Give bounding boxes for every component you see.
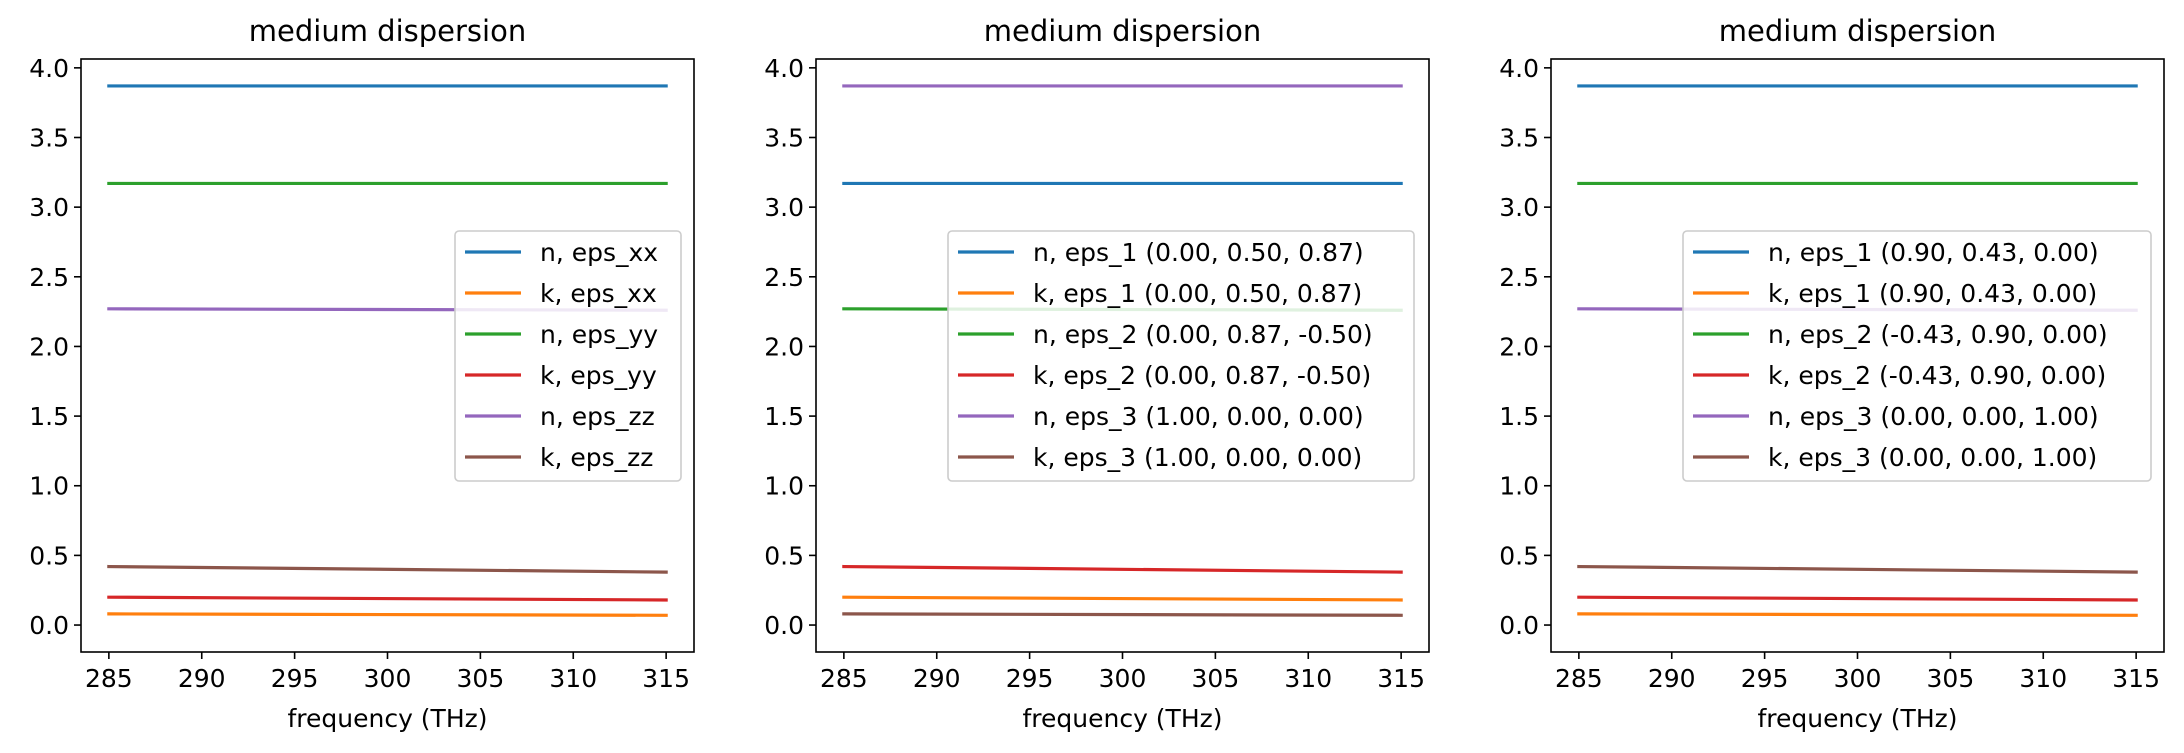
x-tick-label: 295 <box>271 664 319 693</box>
y-tick-label: 1.5 <box>1499 402 1539 431</box>
y-tick-label: 4.0 <box>764 54 804 83</box>
chart-panel-3: medium dispersion 285 290 295 300 305 310 315 0.… <box>1499 14 2165 733</box>
y-tick-label: 3.5 <box>764 123 804 152</box>
legend-entry-label: n, eps_1 (0.00, 0.50, 0.87) <box>1033 238 1364 267</box>
x-axis-label: frequency (THz) <box>1022 704 1222 733</box>
y-tick-label: 3.0 <box>29 193 69 222</box>
y-tick-label: 0.5 <box>764 541 804 570</box>
x-axis-label: frequency (THz) <box>287 704 487 733</box>
x-tick-label: 300 <box>1099 664 1147 693</box>
chart-title: medium dispersion <box>984 14 1261 48</box>
legend-entry-label: n, eps_2 (0.00, 0.87, -0.50) <box>1033 320 1373 349</box>
legend-entry-label: n, eps_1 (0.90, 0.43, 0.00) <box>1768 238 2099 267</box>
y-tick-label: 4.0 <box>1499 54 1539 83</box>
legend-entry-label: k, eps_2 (0.00, 0.87, -0.50) <box>1033 361 1371 390</box>
legend-entry-label: k, eps_1 (0.90, 0.43, 0.00) <box>1768 279 2097 308</box>
y-tick-label: 0.0 <box>1499 611 1539 640</box>
legend-entry-label: k, eps_yy <box>540 361 657 390</box>
series-line-2 <box>107 612 668 617</box>
legend-entry-label: n, eps_zz <box>540 402 655 431</box>
y-tick-label: 1.0 <box>1499 472 1539 501</box>
x-tick-label: 315 <box>2112 664 2160 693</box>
x-tick-label: 310 <box>2019 664 2067 693</box>
y-tick-label: 2.5 <box>1499 263 1539 292</box>
y-tick-label: 2.0 <box>1499 332 1539 361</box>
series-line-2 <box>842 595 1403 602</box>
x-tick-label: 315 <box>642 664 690 693</box>
y-tick-label: 1.5 <box>764 402 804 431</box>
y-tick-label: 2.5 <box>764 263 804 292</box>
x-tick-label: 300 <box>1834 664 1882 693</box>
chart-panel-2: medium dispersion 285 290 295 300 305 310 315 0.… <box>764 14 1430 733</box>
legend-entry-label: n, eps_2 (-0.43, 0.90, 0.00) <box>1768 320 2108 349</box>
series-line-2 <box>1577 612 2138 617</box>
y-tick-label: 3.0 <box>1499 193 1539 222</box>
x-tick-label: 310 <box>1284 664 1332 693</box>
y-tick-label: 2.5 <box>29 263 69 292</box>
y-tick-label: 0.0 <box>764 611 804 640</box>
legend-entry-label: n, eps_yy <box>540 320 658 349</box>
legend-entry-label: k, eps_zz <box>540 443 653 472</box>
x-tick-label: 290 <box>178 664 226 693</box>
series-line-4 <box>107 595 668 602</box>
legend: n, eps_xx k, eps_xx n, eps_yy k, eps_yy n, e… <box>454 230 682 482</box>
x-tick-label: 315 <box>1377 664 1425 693</box>
x-tick-label: 300 <box>364 664 412 693</box>
legend-entry-label: k, eps_2 (-0.43, 0.90, 0.00) <box>1768 361 2106 390</box>
legend-entry-label: k, eps_xx <box>540 279 657 308</box>
legend: n, eps_1 (0.00, 0.50, 0.87) k, eps_1 (0.0… <box>947 230 1415 482</box>
legend-entry-label: n, eps_3 (1.00, 0.00, 0.00) <box>1033 402 1364 431</box>
series-line-4 <box>842 564 1403 574</box>
y-tick-label: 0.0 <box>29 611 69 640</box>
y-tick-label: 1.0 <box>29 472 69 501</box>
y-tick-label: 0.5 <box>29 541 69 570</box>
legend-entry-label: n, eps_3 (0.00, 0.00, 1.00) <box>1768 402 2099 431</box>
legend-box <box>947 230 1415 482</box>
legend-box <box>1682 230 2152 482</box>
series-line-6 <box>842 612 1403 617</box>
y-tick-label: 3.0 <box>764 193 804 222</box>
x-tick-label: 295 <box>1006 664 1054 693</box>
x-tick-label: 285 <box>820 664 868 693</box>
x-tick-label: 290 <box>913 664 961 693</box>
y-tick-label: 1.5 <box>29 402 69 431</box>
y-tick-label: 2.0 <box>29 332 69 361</box>
x-tick-label: 285 <box>1555 664 1603 693</box>
y-tick-label: 1.0 <box>764 472 804 501</box>
x-tick-label: 285 <box>85 664 133 693</box>
series-line-4 <box>1577 595 2138 602</box>
legend-entry-label: n, eps_xx <box>540 238 658 267</box>
chart-title: medium dispersion <box>1719 14 1996 48</box>
legend-entry-label: k, eps_1 (0.00, 0.50, 0.87) <box>1033 279 1362 308</box>
series-line-6 <box>107 564 668 574</box>
x-tick-label: 305 <box>457 664 505 693</box>
legend-entry-label: k, eps_3 (0.00, 0.00, 1.00) <box>1768 443 2097 472</box>
x-tick-label: 305 <box>1927 664 1975 693</box>
chart-title: medium dispersion <box>249 14 526 48</box>
x-tick-label: 305 <box>1192 664 1240 693</box>
series-line-6 <box>1577 564 2138 574</box>
y-tick-label: 3.5 <box>1499 123 1539 152</box>
legend: n, eps_1 (0.90, 0.43, 0.00) k, eps_1 (0.9… <box>1682 230 2152 482</box>
x-axis-label: frequency (THz) <box>1757 704 1957 733</box>
x-tick-label: 310 <box>549 664 597 693</box>
y-tick-label: 2.0 <box>764 332 804 361</box>
x-tick-label: 295 <box>1741 664 1789 693</box>
y-tick-label: 0.5 <box>1499 541 1539 570</box>
legend-entry-label: k, eps_3 (1.00, 0.00, 0.00) <box>1033 443 1362 472</box>
y-tick-label: 3.5 <box>29 123 69 152</box>
y-tick-label: 4.0 <box>29 54 69 83</box>
x-tick-label: 290 <box>1648 664 1696 693</box>
chart-panel-1: medium dispersion 285 290 295 300 305 310 315 0.… <box>29 14 695 733</box>
